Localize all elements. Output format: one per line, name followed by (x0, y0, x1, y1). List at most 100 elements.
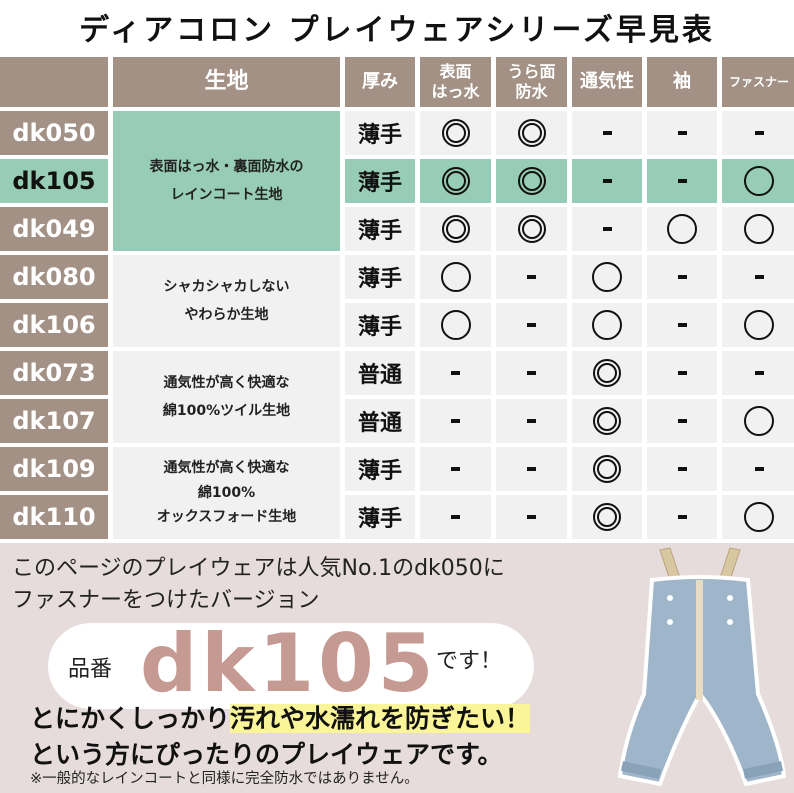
thickness-cell: 薄手 (345, 495, 415, 539)
dash-icon (527, 467, 536, 471)
rating-cell (572, 447, 642, 491)
thickness-cell: 薄手 (345, 303, 415, 347)
dash-icon (754, 275, 764, 279)
dash-icon (451, 467, 460, 471)
dash-icon (677, 467, 687, 471)
rating-cell (722, 351, 794, 395)
dash-icon (754, 131, 764, 135)
thickness-cell: 薄手 (345, 111, 415, 155)
circle-icon (667, 214, 697, 244)
model-dk105: dk105 (0, 159, 108, 203)
rating-cell (647, 111, 717, 155)
rating-cell (572, 495, 642, 539)
promo-intro: このページのプレイウェアは人気No.1のdk050に ファスナーをつけたバージョ… (12, 553, 505, 617)
model-dk110: dk110 (0, 495, 108, 539)
rating-cell (647, 351, 717, 395)
rating-cell (496, 207, 567, 251)
dash-icon (602, 131, 612, 135)
thickness-cell: 普通 (345, 399, 415, 443)
rating-cell (420, 303, 491, 347)
thickness-cell: 普通 (345, 351, 415, 395)
rating-cell (496, 495, 567, 539)
rating-cell (647, 159, 717, 203)
rating-cell (722, 303, 794, 347)
dash-icon (677, 419, 687, 423)
circle-icon (592, 310, 622, 340)
rating-cell (420, 447, 491, 491)
thickness-cell: 薄手 (345, 255, 415, 299)
comparison-table: 生地 厚み 表面 はっ水 うら面 防水 通気性袖ファスナー 表面はっ水・裏面防水の レイン… (0, 57, 794, 539)
model-dk049: dk049 (0, 207, 108, 251)
dash-icon (677, 515, 687, 519)
rating-cell (722, 111, 794, 155)
dash-icon (754, 467, 764, 471)
rating-cell (722, 207, 794, 251)
dash-icon (451, 515, 460, 519)
promo-line2: ファスナーをつけたバージョン (12, 588, 320, 613)
column-header: ファスナー (722, 57, 794, 107)
tagline-highlight: 汚れや水濡れを防ぎたい！ (230, 704, 531, 733)
rating-cell (722, 495, 794, 539)
rating-cell (420, 159, 491, 203)
rating-cell (420, 495, 491, 539)
fabric-cell: 表面はっ水・裏面防水の レインコート生地 (113, 111, 340, 251)
rating-cell (572, 159, 642, 203)
code-label: 品番 (68, 657, 113, 682)
dash-icon (677, 371, 687, 375)
circle-icon (592, 262, 622, 292)
promo-tagline: とにかくしっかり汚れや水濡れを防ぎたい！ という方にぴったりのプレイウェアです。 (30, 701, 531, 773)
rating-cell (420, 207, 491, 251)
dash-icon (602, 179, 612, 183)
model-dk050: dk050 (0, 111, 108, 155)
double-circle-icon (593, 359, 621, 387)
product-code: dk105 (140, 617, 438, 710)
double-circle-icon (593, 455, 621, 483)
rating-cell (572, 399, 642, 443)
rating-cell (572, 303, 642, 347)
double-circle-icon (593, 407, 621, 435)
circle-icon (744, 214, 774, 244)
thickness-cell: 薄手 (345, 447, 415, 491)
dash-icon (527, 371, 536, 375)
dash-icon (754, 371, 764, 375)
rating-cell (496, 159, 567, 203)
tagline-a: とにかくしっかり (30, 704, 231, 733)
dash-icon (451, 371, 460, 375)
dash-icon (527, 275, 536, 279)
double-circle-icon (441, 167, 470, 195)
double-circle-icon (517, 119, 546, 147)
dash-icon (677, 131, 687, 135)
rating-cell (722, 159, 794, 203)
model-dk073: dk073 (0, 351, 108, 395)
dash-icon (527, 323, 536, 327)
product-code-badge: 品番 dk105 です！ (48, 617, 534, 710)
rating-cell (572, 351, 642, 395)
circle-icon (744, 166, 774, 196)
rating-cell (496, 255, 567, 299)
column-header (0, 57, 108, 107)
page-title: ディアコロン プレイウェアシリーズ早見表 (79, 13, 715, 48)
disclaimer-note: ※一般的なレインコートと同様に完全防水ではありません。 (30, 771, 419, 787)
column-header: うら面 防水 (496, 57, 567, 107)
model-dk109: dk109 (0, 447, 108, 491)
circle-icon (744, 310, 774, 340)
rating-cell (496, 303, 567, 347)
dash-icon (677, 275, 687, 279)
rating-cell (496, 111, 567, 155)
dash-icon (451, 419, 460, 423)
code-suffix: です！ (436, 649, 503, 674)
thickness-cell: 薄手 (345, 207, 415, 251)
circle-icon (744, 406, 774, 436)
column-header: 通気性 (572, 57, 642, 107)
rating-cell (647, 303, 717, 347)
fabric-cell: シャカシャカしない やわらか生地 (113, 255, 340, 347)
model-dk107: dk107 (0, 399, 108, 443)
rating-cell (647, 255, 717, 299)
rating-cell (722, 255, 794, 299)
playwear-overalls-image (617, 547, 787, 787)
rating-cell (647, 447, 717, 491)
promo-line1: このページのプレイウェアは人気No.1のdk050に (12, 556, 505, 581)
dash-icon (602, 227, 612, 231)
dash-icon (527, 515, 536, 519)
rating-cell (722, 399, 794, 443)
